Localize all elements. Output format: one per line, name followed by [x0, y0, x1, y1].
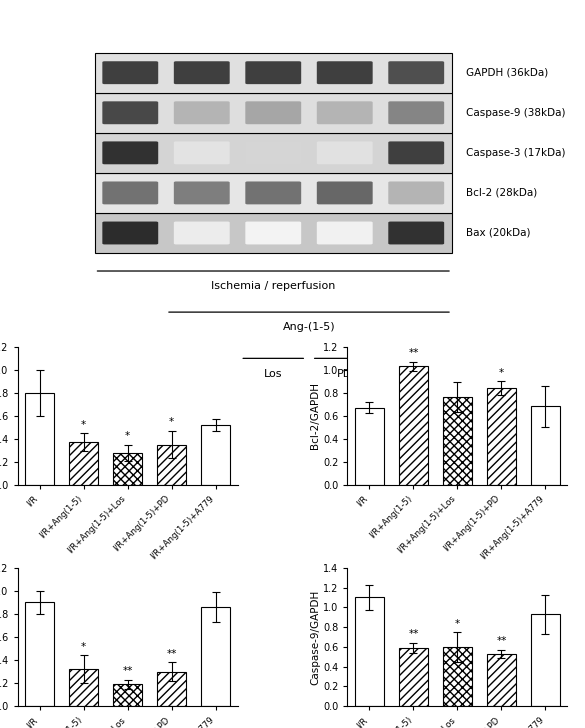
Text: **: **: [408, 630, 419, 639]
FancyBboxPatch shape: [317, 141, 373, 165]
Text: *: *: [169, 417, 174, 427]
FancyBboxPatch shape: [388, 141, 444, 165]
Bar: [531, 406, 560, 485]
FancyBboxPatch shape: [174, 221, 230, 245]
Text: Bax (20kDa): Bax (20kDa): [466, 228, 530, 238]
Bar: [95, 173, 452, 213]
Bar: [95, 92, 452, 132]
FancyBboxPatch shape: [174, 61, 230, 84]
Bar: [355, 598, 384, 706]
Text: PD: PD: [337, 368, 352, 379]
Text: **: **: [408, 348, 419, 358]
Bar: [113, 453, 142, 485]
Bar: [157, 672, 186, 706]
FancyBboxPatch shape: [174, 141, 230, 165]
FancyBboxPatch shape: [102, 141, 158, 165]
FancyBboxPatch shape: [245, 101, 301, 124]
Text: Caspase-3 (17kDa): Caspase-3 (17kDa): [466, 148, 565, 158]
Y-axis label: Bcl-2/GAPDH: Bcl-2/GAPDH: [310, 382, 321, 449]
Bar: [201, 607, 230, 706]
FancyBboxPatch shape: [317, 221, 373, 245]
Text: A779: A779: [402, 368, 431, 379]
Bar: [201, 425, 230, 485]
Text: **: **: [122, 666, 133, 676]
Text: **: **: [496, 636, 507, 646]
FancyBboxPatch shape: [102, 61, 158, 84]
Text: Ang-(1-5): Ang-(1-5): [283, 323, 335, 333]
Text: *: *: [499, 368, 504, 378]
Bar: [531, 614, 560, 706]
Text: *: *: [81, 419, 86, 430]
Text: *: *: [81, 642, 86, 652]
FancyBboxPatch shape: [388, 101, 444, 124]
FancyBboxPatch shape: [388, 61, 444, 84]
FancyBboxPatch shape: [102, 221, 158, 245]
Bar: [25, 603, 54, 706]
Text: Ischemia / reperfusion: Ischemia / reperfusion: [211, 281, 335, 291]
Bar: [355, 408, 384, 485]
Text: Bcl-2 (28kDa): Bcl-2 (28kDa): [466, 188, 537, 198]
FancyBboxPatch shape: [102, 181, 158, 205]
FancyBboxPatch shape: [388, 181, 444, 205]
Bar: [487, 388, 516, 485]
Bar: [399, 366, 428, 485]
FancyBboxPatch shape: [102, 101, 158, 124]
Y-axis label: Caspase-9/GAPDH: Caspase-9/GAPDH: [310, 590, 321, 684]
Bar: [113, 684, 142, 706]
FancyBboxPatch shape: [245, 181, 301, 205]
FancyBboxPatch shape: [174, 101, 230, 124]
Text: GAPDH (36kDa): GAPDH (36kDa): [466, 68, 548, 78]
FancyBboxPatch shape: [174, 181, 230, 205]
Text: *: *: [455, 619, 460, 628]
FancyBboxPatch shape: [245, 141, 301, 165]
Bar: [69, 669, 98, 706]
Bar: [95, 52, 452, 92]
Text: Los: Los: [264, 368, 283, 379]
Text: Caspase-9 (38kDa): Caspase-9 (38kDa): [466, 108, 565, 118]
FancyBboxPatch shape: [245, 61, 301, 84]
Text: **: **: [166, 649, 177, 659]
Bar: [157, 445, 186, 485]
FancyBboxPatch shape: [245, 221, 301, 245]
FancyBboxPatch shape: [388, 221, 444, 245]
Bar: [25, 392, 54, 485]
Bar: [69, 442, 98, 485]
Bar: [399, 648, 428, 706]
FancyBboxPatch shape: [317, 181, 373, 205]
Bar: [443, 647, 472, 706]
Bar: [443, 397, 472, 485]
FancyBboxPatch shape: [317, 61, 373, 84]
Text: *: *: [125, 431, 130, 441]
Bar: [95, 132, 452, 173]
Bar: [95, 213, 452, 253]
Bar: [487, 654, 516, 706]
FancyBboxPatch shape: [317, 101, 373, 124]
